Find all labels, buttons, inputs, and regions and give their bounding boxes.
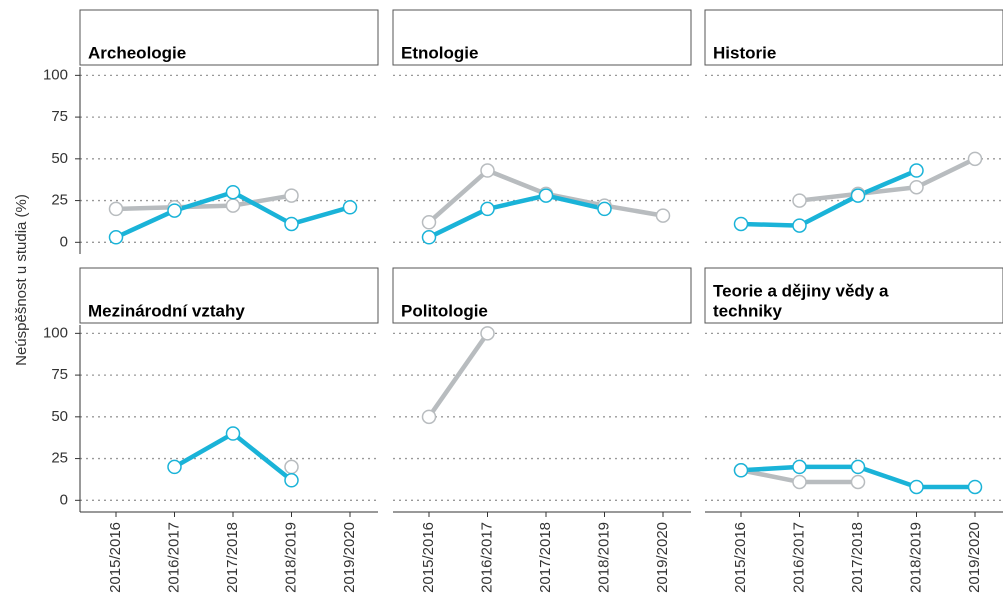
point <box>342 200 358 215</box>
x-tick-label: 2016/2017 <box>790 522 807 593</box>
point <box>850 188 866 203</box>
strip <box>392 267 692 324</box>
point <box>108 230 124 245</box>
point <box>538 188 554 203</box>
x-tick-label: 2017/2018 <box>224 522 241 593</box>
panel-title: Mezinárodní vztahy <box>88 301 245 320</box>
strip <box>704 267 1003 324</box>
point <box>733 216 749 232</box>
point <box>792 193 807 208</box>
series-line <box>428 193 606 240</box>
point <box>421 230 437 245</box>
point <box>108 201 124 217</box>
strip <box>392 9 692 66</box>
series-line <box>427 332 490 419</box>
point <box>284 216 299 232</box>
point <box>225 426 241 441</box>
point <box>284 459 299 475</box>
y-tick-label: 0 <box>60 233 68 250</box>
x-tick-label: 2018/2019 <box>595 522 612 593</box>
point <box>850 474 866 490</box>
strip <box>79 9 379 66</box>
point <box>967 479 983 495</box>
panel-title: Historie <box>713 43 776 62</box>
point <box>284 473 299 488</box>
y-tick-label: 100 <box>43 66 68 83</box>
point <box>284 188 299 203</box>
point <box>480 163 495 178</box>
point <box>792 459 807 475</box>
x-tick-label: 2015/2016 <box>420 522 437 593</box>
y-tick-label: 25 <box>51 450 68 467</box>
x-tick-label: 2018/2019 <box>907 522 924 593</box>
y-tick-label: 0 <box>60 491 68 508</box>
panel-title: Etnologie <box>401 43 478 62</box>
point <box>597 201 612 217</box>
y-tick-label: 50 <box>51 150 68 167</box>
x-tick-label: 2017/2018 <box>537 522 554 593</box>
x-tick-label: 2019/2020 <box>966 522 983 593</box>
point <box>421 409 437 425</box>
point <box>167 459 182 475</box>
x-tick-label: 2016/2017 <box>165 522 182 593</box>
series-line <box>799 156 976 203</box>
point <box>909 163 924 178</box>
panel-title: Archeologie <box>88 43 186 62</box>
point <box>225 184 241 200</box>
y-tick-label: 100 <box>43 324 68 341</box>
x-tick-label: 2015/2016 <box>107 522 124 593</box>
x-tick-label: 2017/2018 <box>849 522 866 593</box>
x-tick-label: 2018/2019 <box>282 522 299 593</box>
point <box>792 218 807 233</box>
panel-title: techniky <box>713 301 783 320</box>
point <box>655 208 671 223</box>
point <box>225 198 241 213</box>
point <box>909 179 924 195</box>
panel-title: Politologie <box>401 301 488 320</box>
point <box>792 474 807 490</box>
point <box>967 151 983 167</box>
point <box>167 203 182 218</box>
y-tick-label: 75 <box>51 108 68 125</box>
panel-title: Teorie a dějiny vědy a <box>713 281 889 300</box>
x-tick-label: 2016/2017 <box>478 522 495 593</box>
x-tick-label: 2019/2020 <box>341 522 358 593</box>
y-tick-label: 50 <box>51 408 68 425</box>
strip <box>79 267 379 324</box>
point <box>421 215 437 230</box>
y-tick-label: 25 <box>51 192 68 209</box>
point <box>909 479 924 495</box>
series-line <box>740 168 918 228</box>
point <box>480 326 495 341</box>
point <box>733 463 749 478</box>
y-axis-label: Neúspěšnost u studia (%) <box>13 194 30 366</box>
point <box>850 459 866 475</box>
y-tick-label: 75 <box>51 366 68 383</box>
x-tick-label: 2015/2016 <box>732 522 749 593</box>
strip <box>704 9 1003 66</box>
series-line <box>115 193 292 212</box>
x-tick-label: 2019/2020 <box>654 522 671 593</box>
point <box>480 201 495 217</box>
